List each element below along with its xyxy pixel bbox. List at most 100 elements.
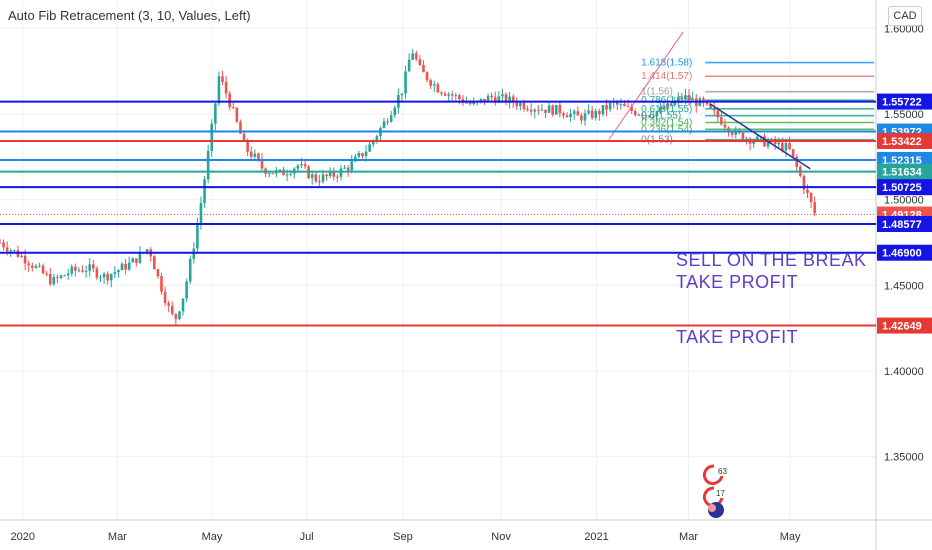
candle-body	[109, 274, 113, 281]
candle-body	[691, 98, 694, 101]
candle-body	[648, 115, 651, 117]
candle-body	[673, 101, 677, 106]
candle-body	[368, 144, 371, 152]
level-badge-label-4: 1.51634	[882, 167, 923, 179]
candle-body	[565, 115, 569, 118]
candle-body	[242, 133, 246, 140]
candle-body	[479, 98, 483, 101]
candle-body	[795, 156, 799, 167]
candle-body	[138, 252, 142, 263]
candle-body	[450, 94, 454, 96]
level-badge-label-9: 1.42649	[882, 321, 922, 333]
candle-body	[454, 95, 458, 97]
fib-label-0: 1.618(1.58)	[641, 58, 692, 69]
candle-body	[533, 109, 537, 112]
candle-body	[31, 265, 34, 268]
candle-body	[332, 171, 336, 177]
candle-body	[677, 97, 680, 102]
candle-body	[127, 262, 131, 270]
level-badge-2	[877, 132, 932, 149]
candle-body	[619, 104, 623, 106]
candle-body	[246, 139, 249, 152]
candle-body	[490, 95, 493, 98]
candle-body	[468, 102, 472, 104]
candle-body	[120, 263, 124, 271]
candle-body	[321, 174, 325, 182]
candle-body	[249, 151, 253, 157]
candle-body	[590, 110, 594, 118]
candle-body	[615, 101, 619, 105]
indicator-label[interactable]: Auto Fib Retracement (3, 10, Values, Lef…	[8, 8, 251, 23]
x-tick-label-0: 2020	[11, 531, 35, 543]
level-badge-label-2: 1.53422	[882, 136, 922, 148]
annotation-take-profit-1: TAKE PROFIT	[676, 272, 799, 292]
candle-body	[716, 110, 720, 118]
candle-body	[325, 174, 328, 176]
candle-body	[228, 93, 231, 108]
candle-body	[540, 109, 544, 111]
level-badge-4	[877, 163, 932, 180]
candle-body	[723, 124, 727, 128]
candle-body	[447, 94, 450, 96]
candle-body	[5, 247, 9, 252]
y-tick-label-3: 1.50000	[884, 195, 924, 207]
candle-body	[493, 97, 497, 103]
candle-body	[425, 72, 429, 81]
x-tick-label-3: Jul	[300, 531, 314, 543]
candle-body	[702, 98, 705, 103]
candle-body	[185, 281, 188, 299]
candle-body	[486, 95, 490, 102]
candle-body	[346, 167, 350, 171]
candle-body	[637, 114, 641, 116]
level-badge-label-8: 1.46900	[882, 248, 922, 260]
candle-body	[404, 71, 407, 94]
candle-body	[318, 181, 321, 183]
candle-body	[633, 111, 637, 116]
candle-body	[77, 270, 81, 272]
candle-body	[66, 273, 70, 276]
candle-body	[483, 98, 486, 102]
candle-body	[544, 109, 547, 113]
candle-body	[296, 165, 300, 169]
candle-body	[221, 76, 224, 82]
candle-body	[655, 111, 659, 117]
candle-body	[551, 105, 554, 115]
candle-body	[630, 106, 633, 112]
candle-body	[271, 173, 275, 175]
candle-body	[705, 102, 709, 105]
candle-body	[92, 264, 95, 269]
candle-body	[411, 53, 415, 60]
candle-body	[504, 94, 508, 103]
candle-body	[443, 93, 447, 96]
level-badge-0	[877, 93, 932, 110]
level-badge-label-5: 1.50725	[882, 182, 922, 194]
candle-body	[350, 161, 354, 171]
candle-body	[752, 141, 755, 144]
candle-body	[192, 248, 196, 260]
candle-body	[361, 153, 364, 157]
candle-body	[278, 169, 282, 171]
candle-body	[2, 242, 5, 248]
candle-body	[508, 96, 511, 103]
candle-body	[558, 104, 562, 114]
candle-body	[310, 174, 314, 179]
candle-body	[393, 107, 397, 116]
logo-icon: 63 17	[702, 464, 727, 518]
x-tick-label-5: Nov	[491, 531, 511, 543]
candle-body	[583, 113, 587, 121]
level-badge-label-7: 1.48577	[882, 219, 922, 231]
candle-body	[174, 313, 178, 320]
currency-button[interactable]: CAD	[888, 6, 922, 26]
candle-body	[170, 305, 174, 314]
candle-body	[537, 109, 540, 111]
candle-body	[314, 174, 318, 182]
candle-body	[70, 266, 74, 274]
candle-body	[9, 250, 13, 252]
candle-body	[163, 291, 167, 304]
candle-body	[791, 149, 795, 157]
candle-body	[156, 269, 160, 277]
candle-body	[386, 121, 389, 123]
candle-body	[371, 140, 375, 145]
